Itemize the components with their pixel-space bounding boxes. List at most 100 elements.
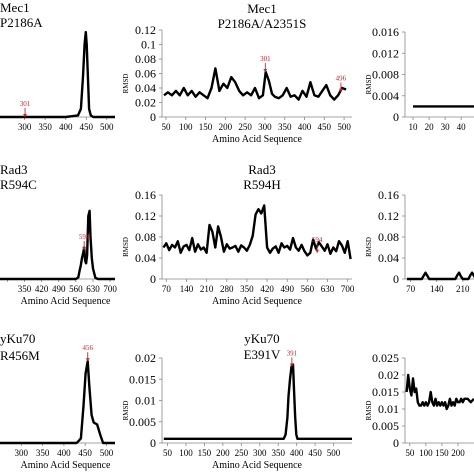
x-tick-label: 560 bbox=[69, 284, 83, 294]
x-tick-label: 50 bbox=[405, 448, 415, 458]
y-tick-label: 0.08 bbox=[135, 52, 156, 66]
panel-title-line: yKu70 bbox=[244, 331, 279, 346]
x-tick-label: 300 bbox=[253, 448, 267, 458]
y-axis-label: RMSD bbox=[365, 75, 373, 95]
panel-title-line: Mec1 bbox=[247, 1, 277, 16]
y-axis-label: RMSD bbox=[122, 237, 130, 257]
y-tick-label: 0.01 bbox=[378, 402, 399, 416]
y-tick-label: 0.04 bbox=[378, 251, 399, 265]
x-tick-label: 150 bbox=[198, 448, 212, 458]
series-line bbox=[163, 67, 347, 101]
x-tick-label: 400 bbox=[290, 448, 304, 458]
x-tick-label: 350 bbox=[240, 284, 254, 294]
x-tick-label: 140 bbox=[430, 284, 444, 294]
y-tick-label: 0.16 bbox=[135, 188, 156, 202]
annotation-arrowhead bbox=[338, 88, 343, 92]
panel-title-line: Rad3 bbox=[0, 162, 27, 177]
x-tick-label: 630 bbox=[321, 284, 335, 294]
panel-title-line: yKu70 bbox=[0, 331, 35, 346]
y-tick-label: 0 bbox=[393, 272, 399, 286]
x-tick-label: 100 bbox=[419, 448, 433, 458]
x-tick-label: 450 bbox=[80, 122, 94, 132]
annotation-arrowhead bbox=[23, 114, 28, 117]
x-tick-label: 70 bbox=[162, 284, 172, 294]
annotation-label: 594 bbox=[312, 236, 323, 244]
y-tick-label: 0.016 bbox=[372, 25, 399, 39]
x-tick-label: 70 bbox=[406, 284, 416, 294]
panel-title-line: P2186A/A2351S bbox=[218, 16, 307, 31]
panel-title-line: P2186A bbox=[0, 15, 43, 30]
x-tick-label: 420 bbox=[35, 284, 49, 294]
x-axis-label: Amino Acid Sequence bbox=[212, 296, 303, 307]
annotation-arrowhead bbox=[315, 249, 320, 253]
x-tick-label: 400 bbox=[57, 448, 71, 458]
series-line bbox=[405, 373, 474, 411]
y-axis-label: RMSD bbox=[122, 74, 130, 94]
y-axis-label: RMSD bbox=[365, 401, 373, 421]
x-axis-label: Amino Acid Sequence bbox=[212, 134, 303, 145]
panel-title-line: Mec1 bbox=[0, 0, 30, 15]
x-tick-label: 250 bbox=[238, 122, 252, 132]
annotation-arrowhead bbox=[263, 69, 268, 73]
panel-title-line: R456M bbox=[0, 348, 40, 363]
x-tick-label: 500 bbox=[327, 448, 341, 458]
x-tick-label: 200 bbox=[451, 448, 465, 458]
annotation-label: 594 bbox=[79, 233, 90, 241]
y-tick-label: 0 bbox=[150, 110, 156, 124]
x-tick-label: 140 bbox=[180, 284, 194, 294]
annotation-label: 496 bbox=[336, 75, 347, 83]
x-tick-label: 560 bbox=[301, 284, 315, 294]
x-tick-label: 350 bbox=[36, 448, 50, 458]
y-tick-label: 0.12 bbox=[378, 209, 399, 223]
annotation-label: 301 bbox=[260, 55, 271, 63]
x-tick-label: 300 bbox=[258, 122, 272, 132]
y-tick-label: 0.015 bbox=[372, 385, 399, 399]
y-tick-label: 0.005 bbox=[372, 419, 399, 433]
x-tick-label: 450 bbox=[78, 448, 92, 458]
x-tick-label: 350 bbox=[271, 448, 285, 458]
panel-title-line: R594C bbox=[0, 177, 37, 192]
x-tick-label: 450 bbox=[308, 448, 322, 458]
y-tick-label: 0.004 bbox=[372, 89, 399, 103]
y-tick-label: 0.16 bbox=[378, 188, 399, 202]
y-tick-label: 0.12 bbox=[135, 23, 156, 37]
y-tick-label: 0.012 bbox=[372, 46, 399, 60]
series-line bbox=[163, 363, 352, 440]
annotation-arrowhead bbox=[289, 363, 294, 367]
series-line bbox=[406, 271, 474, 281]
x-tick-label: 400 bbox=[59, 122, 73, 132]
y-tick-label: 0.08 bbox=[378, 230, 399, 244]
panel-title-line: R594H bbox=[243, 177, 281, 192]
x-tick-label: 500 bbox=[337, 122, 351, 132]
x-tick-label: 100 bbox=[179, 448, 193, 458]
x-tick-label: 350 bbox=[278, 122, 292, 132]
annotation-arrowhead bbox=[85, 358, 90, 362]
y-axis-label: RMSD bbox=[365, 237, 373, 257]
panel-yku70-right: 0 0.005 0.01 0.015 0.02 0.025 RMSD 50 100 150 200 bbox=[365, 351, 474, 458]
x-tick-label: 150 bbox=[435, 448, 449, 458]
series-line bbox=[0, 209, 115, 281]
y-tick-label: 0 bbox=[150, 436, 156, 450]
x-axis-label: Amino Acid Sequence bbox=[21, 460, 112, 471]
x-tick-label: 400 bbox=[298, 122, 312, 132]
y-tick-label: 0.008 bbox=[372, 68, 399, 82]
y-axis-label: RMSD bbox=[122, 401, 130, 421]
y-tick-label: 0.005 bbox=[129, 415, 156, 429]
y-tick-label: 0.02 bbox=[135, 96, 156, 110]
x-tick-label: 250 bbox=[235, 448, 249, 458]
x-tick-label: 350 bbox=[18, 284, 32, 294]
y-tick-label: 0.025 bbox=[372, 351, 399, 365]
series-line bbox=[162, 204, 352, 260]
x-tick-label: 300 bbox=[15, 448, 29, 458]
x-tick-label: 20 bbox=[425, 122, 435, 132]
y-tick-label: 0.06 bbox=[135, 67, 156, 81]
annotation-label: 391 bbox=[287, 350, 298, 358]
y-tick-label: 0.015 bbox=[129, 372, 156, 386]
x-axis-label: Amino Acid Sequence bbox=[21, 296, 112, 307]
panel-title-line: E391V bbox=[244, 347, 281, 362]
x-tick-label: 40 bbox=[457, 122, 467, 132]
